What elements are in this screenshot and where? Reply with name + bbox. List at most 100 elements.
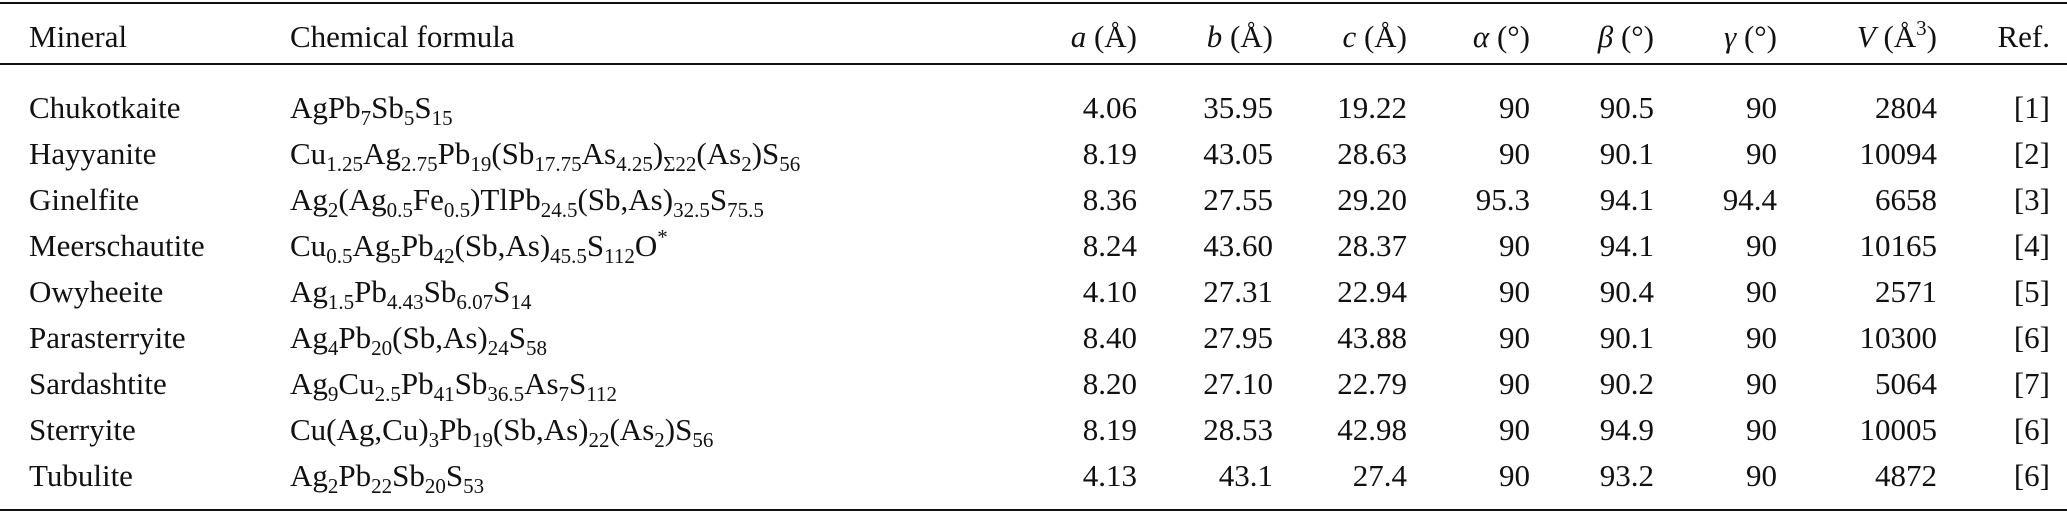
value-cell: 94.1 [1599,228,1654,263]
mineral-name: Sardashtite [29,366,167,401]
value-cell: [5] [2013,274,2050,309]
bottom-rule [0,509,2067,511]
formula: Ag9Cu2.5Pb41Sb36.5As7S112 [290,364,617,406]
text-run: (Å) [1222,19,1273,54]
header-cell: Mineral [29,19,128,54]
subscript: 0.5 [386,198,413,222]
value-cell: 94.4 [1722,182,1777,217]
value-cell: [2] [2013,136,2050,171]
mineral-name: Hayyanite [29,136,157,171]
value-cell: 22.94 [1337,274,1407,309]
subscript: 58 [525,336,547,360]
subscript: 4.25 [616,152,653,176]
header-cell: β (°) [1598,17,1654,57]
subscript: 2 [741,152,752,176]
value-cell: 90.5 [1599,90,1654,125]
subscript: 20 [424,474,446,498]
subscript: 5 [403,106,415,130]
value-cell: 10300 [1859,320,1938,355]
value-cell: 10005 [1859,412,1938,447]
subscript: 14 [510,290,532,314]
formula: AgPb7Sb5S15 [290,88,453,130]
header-cell: Ref. [1997,19,2050,54]
subscript: 56 [779,152,801,176]
italic-symbol: γ [1723,19,1737,54]
subscript: Σ22 [663,152,697,176]
text-run: )TlPb [470,182,541,217]
italic-symbol: c [1342,19,1357,54]
text-run: Pb [437,136,471,171]
value-cell: 94.9 [1599,412,1654,447]
formula: Ag2Pb22Sb20S53 [290,456,485,498]
subscript: 19 [470,152,492,176]
value-cell: 8.40 [1082,320,1137,355]
mineral-name: Meerschautite [29,228,205,263]
value-cell: [1] [2013,90,2050,125]
text-run: (Sb,As) [577,182,674,217]
text-run: Cu(Ag,Cu) [290,412,429,447]
text-run: As [581,136,617,171]
italic-symbol: V [1856,19,1876,54]
subscript: 1.25 [326,152,363,176]
value-cell: 90 [1746,412,1777,447]
text-run: Ag [362,136,401,171]
subscript: 1.5 [327,290,355,314]
subscript: 2.5 [374,382,401,406]
text-run: Pb [354,274,387,309]
value-cell: [6] [2013,320,2050,355]
subscript: 2.75 [400,152,438,176]
text-run: Pb [400,228,434,263]
value-cell: 90 [1499,320,1530,355]
value-cell: 90 [1746,458,1777,493]
text-run: AgPb [290,90,361,125]
value-cell: 43.05 [1203,136,1273,171]
mineral-name: Tubulite [29,458,133,493]
text-run: S [586,228,605,263]
text-run: )S [664,412,693,447]
mineral-name: Chukotkaite [29,90,181,125]
subscript: 5 [390,244,401,268]
value-cell: 90.1 [1599,136,1654,171]
text-run: (As [696,136,742,171]
value-cell: 90 [1746,228,1777,263]
subscript: 24 [487,336,509,360]
text-run: As [524,366,559,401]
text-run: Pb [338,458,372,493]
value-cell: 28.53 [1203,412,1273,447]
text-run: Cu [290,136,327,171]
text-run: Pb [439,412,472,447]
text-run: (Sb,As) [454,228,551,263]
text-run: S [569,366,587,401]
value-cell: 8.36 [1082,182,1137,217]
value-cell: 35.95 [1203,90,1273,125]
formula: Cu1.25Ag2.75Pb19(Sb17.75As4.25)Σ22(As2)S… [290,134,801,176]
italic-symbol: α [1472,19,1490,54]
value-cell: 43.88 [1337,320,1407,355]
value-cell: 27.4 [1352,458,1407,493]
value-cell: 10165 [1859,228,1938,263]
subscript: 19 [471,428,493,452]
text-run: S [508,320,526,355]
text-run: Ag [290,320,328,355]
value-cell: 90 [1746,136,1777,171]
text-run: Ag [352,228,391,263]
text-run: S [493,274,511,309]
mineral-name: Owyheeite [29,274,164,309]
subscript: 6.07 [456,290,494,314]
header-cell: α (°) [1473,17,1530,57]
text-run: (Å [1875,19,1917,54]
value-cell: 27.10 [1203,366,1273,401]
value-cell: 28.63 [1337,136,1407,171]
text-run: Ag [290,458,328,493]
text-run: Ag [290,274,328,309]
formula: Ag1.5Pb4.43Sb6.07S14 [290,272,532,314]
text-run: (°) [1489,19,1530,54]
text-run: Sb [392,458,425,493]
value-cell: 95.3 [1475,182,1530,217]
superscript: 3 [1916,16,1927,40]
text-run: (Å) [1086,19,1137,54]
subscript: 53 [463,474,485,498]
value-cell: 90 [1499,366,1530,401]
italic-symbol: β [1597,19,1614,54]
subscript: 42 [433,244,455,268]
